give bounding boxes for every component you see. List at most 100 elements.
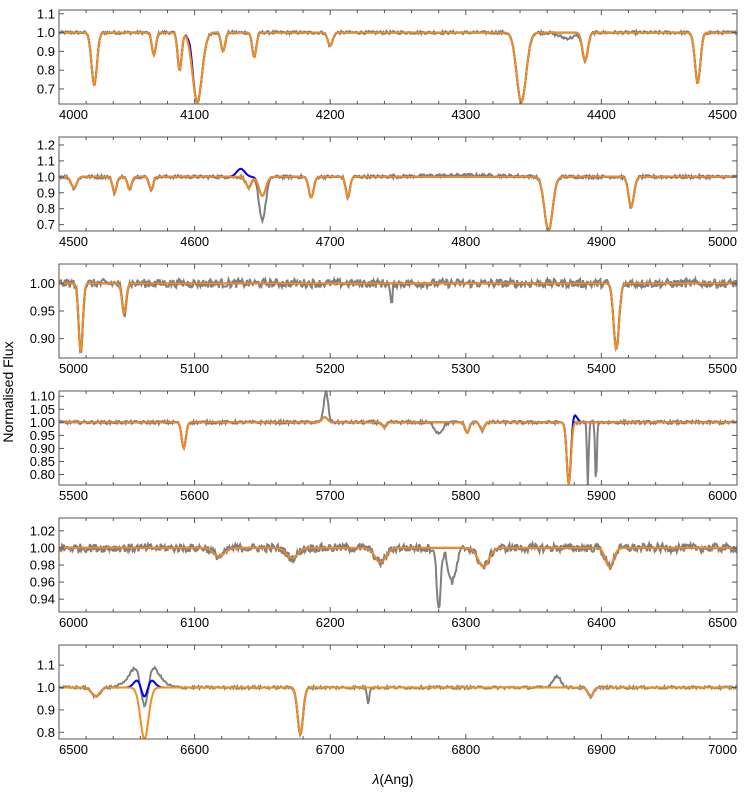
model-orange-line bbox=[59, 31, 737, 104]
x-tick-label: 4500 bbox=[708, 107, 737, 122]
y-tick-label: 0.9 bbox=[37, 44, 55, 59]
x-tick-label: 6500 bbox=[59, 742, 88, 757]
x-axis-symbol: λ bbox=[371, 771, 379, 787]
y-tick-label: 1.02 bbox=[30, 523, 55, 538]
panel-5-series bbox=[59, 539, 737, 609]
y-tick-label: 1.00 bbox=[30, 540, 55, 555]
panel-4: 5500 5600 5700 5800 5900 6000 0.800.850.900.95… bbox=[30, 389, 738, 503]
panel-2-series bbox=[59, 167, 737, 231]
x-tick-label: 4800 bbox=[451, 234, 480, 249]
panel-6: 6500 6600 6700 6800 6900 7000 0.8 0.9 1.0 1.1 bbox=[37, 644, 738, 757]
x-axis-unit: (Ang) bbox=[379, 771, 413, 787]
y-tick-label: 0.96 bbox=[30, 575, 55, 590]
y-tick-label: 0.7 bbox=[37, 81, 55, 96]
y-tick-label: 0.8 bbox=[37, 725, 55, 740]
y-tick-label: 0.9 bbox=[37, 185, 55, 200]
x-tick-label: 5000 bbox=[708, 234, 737, 249]
panel-4-series bbox=[59, 391, 737, 485]
model-blue-line bbox=[59, 282, 737, 355]
model-blue-line bbox=[59, 31, 737, 104]
x-tick-label: 5000 bbox=[59, 361, 88, 376]
observed-spectrum-line bbox=[59, 391, 737, 485]
panels: 4000 4100 4200 4300 4400 45000.70.80.91.01.14… bbox=[30, 6, 738, 757]
x-tick-label: 6600 bbox=[180, 742, 209, 757]
y-tick-label: 0.9 bbox=[37, 702, 55, 717]
x-tick-label: 6300 bbox=[451, 615, 480, 630]
x-tick-label: 4100 bbox=[180, 107, 209, 122]
model-blue-line bbox=[59, 413, 737, 484]
x-tick-label: 5900 bbox=[587, 488, 616, 503]
y-tick-label: 1.10 bbox=[30, 389, 55, 404]
x-tick-label: 5100 bbox=[180, 361, 209, 376]
x-tick-label: 5600 bbox=[180, 488, 209, 503]
x-tick-label: 4300 bbox=[451, 107, 480, 122]
y-tick-label: 1.2 bbox=[37, 137, 55, 152]
panel-3: 5000 5100 5200 5300 5400 5500 0.90 0.95 1.00 bbox=[30, 263, 738, 376]
x-tick-label: 6500 bbox=[708, 615, 737, 630]
y-tick-label: 1.0 bbox=[37, 680, 55, 695]
x-tick-label: 5500 bbox=[59, 488, 88, 503]
x-tick-label: 6200 bbox=[316, 615, 345, 630]
observed-spectrum-line bbox=[59, 28, 737, 104]
y-tick-label: 0.7 bbox=[37, 217, 55, 232]
observed-spectrum-line bbox=[59, 665, 737, 738]
model-orange-line bbox=[59, 686, 737, 739]
x-axis-title: λ(Ang) bbox=[371, 771, 413, 787]
y-tick-label: 0.85 bbox=[30, 454, 55, 469]
y-tick-label: 1.0 bbox=[37, 25, 55, 40]
y-tick-label: 1.1 bbox=[37, 658, 55, 673]
x-tick-label: 4000 bbox=[59, 107, 88, 122]
y-axis-title: Normalised Flux bbox=[0, 341, 16, 442]
x-tick-label: 4200 bbox=[316, 107, 345, 122]
model-orange-line bbox=[59, 282, 737, 355]
panel-frame bbox=[58, 263, 738, 359]
x-tick-label: 6700 bbox=[316, 742, 345, 757]
y-tick-label: 1.1 bbox=[37, 6, 55, 21]
panel-frame bbox=[58, 136, 738, 232]
x-tick-label: 5700 bbox=[316, 488, 345, 503]
x-tick-label: 4400 bbox=[587, 107, 616, 122]
model-orange-line bbox=[59, 546, 737, 568]
observed-spectrum-line bbox=[59, 275, 737, 354]
y-tick-label: 1.00 bbox=[30, 276, 55, 291]
x-tick-label: 7000 bbox=[708, 742, 737, 757]
panel-frame bbox=[58, 390, 738, 486]
y-tick-label: 0.8 bbox=[37, 201, 55, 216]
y-tick-label: 0.95 bbox=[30, 428, 55, 443]
x-tick-label: 6000 bbox=[59, 615, 88, 630]
x-tick-label: 4900 bbox=[587, 234, 616, 249]
x-tick-label: 5400 bbox=[587, 361, 616, 376]
x-tick-label: 5200 bbox=[316, 361, 345, 376]
x-tick-label: 5800 bbox=[451, 488, 480, 503]
y-tick-label: 0.95 bbox=[30, 304, 55, 319]
y-tick-label: 0.90 bbox=[30, 331, 55, 346]
model-orange-line bbox=[59, 175, 737, 231]
y-tick-label: 1.1 bbox=[37, 153, 55, 168]
y-tick-label: 0.80 bbox=[30, 467, 55, 482]
x-tick-label: 6800 bbox=[451, 742, 480, 757]
y-tick-label: 0.98 bbox=[30, 558, 55, 573]
panel-1-series bbox=[59, 28, 737, 104]
y-tick-label: 0.94 bbox=[30, 592, 55, 607]
panel-frame bbox=[58, 9, 738, 105]
x-tick-label: 4700 bbox=[316, 234, 345, 249]
y-tick-label: 0.90 bbox=[30, 441, 55, 456]
x-tick-label: 6400 bbox=[587, 615, 616, 630]
x-tick-label: 6100 bbox=[180, 615, 209, 630]
model-orange-line bbox=[59, 416, 737, 485]
x-tick-label: 5300 bbox=[451, 361, 480, 376]
panel-3-series bbox=[59, 275, 737, 355]
panel-5: 6000 6100 6200 6300 6400 6500 0.94 0.96 0.98 1.00… bbox=[30, 517, 738, 630]
panel-frame bbox=[58, 517, 738, 613]
panel-6-series bbox=[59, 665, 737, 739]
y-tick-label: 1.05 bbox=[30, 402, 55, 417]
y-tick-label: 0.8 bbox=[37, 63, 55, 78]
x-tick-label: 6000 bbox=[708, 488, 737, 503]
y-tick-label: 1.00 bbox=[30, 415, 55, 430]
y-tick-label: 1.0 bbox=[37, 169, 55, 184]
panel-1: 4000 4100 4200 4300 4400 4500 0.7 0.8 0.9 1.0 1.1 bbox=[37, 6, 738, 122]
panel-frame bbox=[58, 644, 738, 740]
x-tick-label: 4500 bbox=[59, 234, 88, 249]
panel-2: 4500 4600 4700 4800 4900 5000 0.70.80.91.01.11… bbox=[37, 136, 738, 249]
